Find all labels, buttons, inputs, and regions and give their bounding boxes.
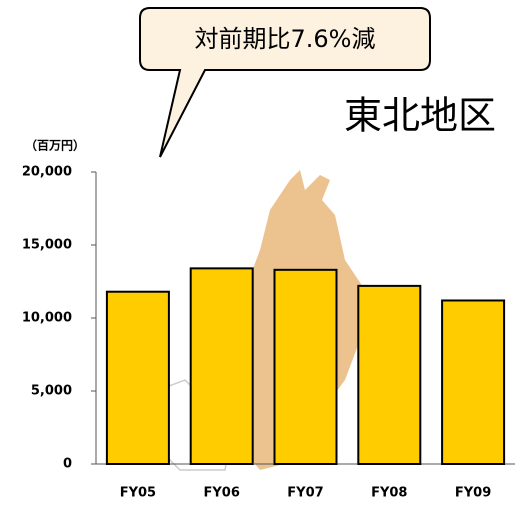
- y-tick-label: 5,000: [31, 384, 72, 399]
- bar: [357, 284, 422, 465]
- bar: [105, 290, 170, 465]
- x-tick-label: FY07: [287, 486, 323, 501]
- y-axis-label: （百万円）: [25, 138, 85, 153]
- bar: [441, 299, 506, 466]
- annotation: 対前期比7.6%減: [195, 25, 376, 53]
- y-tick-label: 0: [63, 457, 72, 472]
- bar: [273, 268, 338, 465]
- y-tick-label: 20,000: [22, 165, 72, 180]
- x-tick-label: FY05: [120, 486, 156, 501]
- y-tick-label: 10,000: [22, 311, 72, 326]
- chart-title: 東北地区: [344, 94, 496, 138]
- x-tick-label: FY09: [455, 486, 491, 501]
- bar: [189, 267, 254, 465]
- x-tick-label: FY08: [371, 486, 407, 501]
- y-tick-label: 15,000: [22, 238, 72, 253]
- x-tick-label: FY06: [204, 486, 240, 501]
- callout: [139, 7, 431, 158]
